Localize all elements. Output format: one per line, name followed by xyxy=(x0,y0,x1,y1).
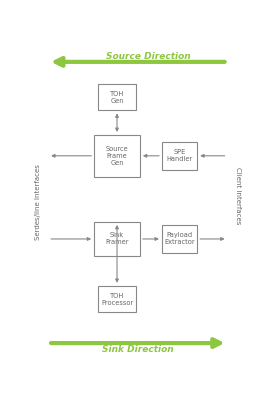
Text: TOH
Gen: TOH Gen xyxy=(110,91,124,104)
Text: Payload
Extractor: Payload Extractor xyxy=(164,232,195,246)
Text: Client interfaces: Client interfaces xyxy=(235,167,240,224)
Bar xyxy=(98,286,136,312)
Bar xyxy=(94,222,140,256)
Text: Sink
Framer: Sink Framer xyxy=(105,232,129,246)
Bar xyxy=(162,225,197,253)
Bar xyxy=(98,84,136,110)
Text: Sink Direction: Sink Direction xyxy=(102,345,174,354)
Bar xyxy=(94,135,140,176)
Text: SPE
Handler: SPE Handler xyxy=(167,149,193,162)
Text: Source
Frame
Gen: Source Frame Gen xyxy=(106,146,128,166)
Text: Source Direction: Source Direction xyxy=(106,52,191,60)
Text: TOH
Processor: TOH Processor xyxy=(101,292,133,306)
Text: Serdes/line Interfaces: Serdes/line Interfaces xyxy=(35,164,41,240)
Bar xyxy=(162,142,197,170)
